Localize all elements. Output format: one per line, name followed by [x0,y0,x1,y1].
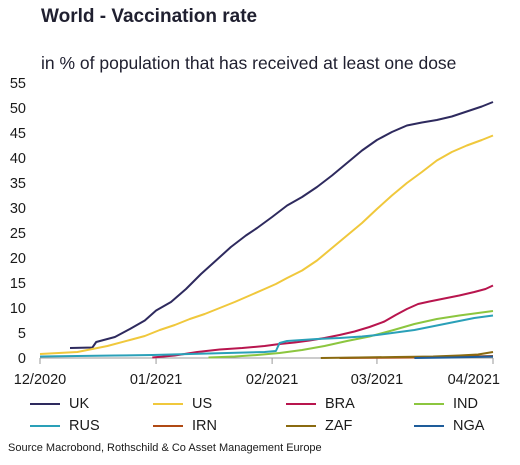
legend-label: ZAF [325,418,353,434]
legend-label: IND [453,396,478,412]
line-chart: 0 5 10 15 20 25 30 35 40 45 50 55 12/2020 01/2021 02/2… [10,76,500,388]
legend-swatch [153,424,183,428]
legend-item-zaf: ZAF [286,418,352,434]
y-tick-label: 40 [10,151,26,167]
legend-item-us: US [153,396,212,412]
y-tick-label: 55 [10,76,26,92]
legend-swatch [153,402,183,406]
legend-label: IRN [192,418,217,434]
x-tick-label: 12/2020 [14,372,66,388]
legend-item-nga: NGA [414,418,484,434]
legend-swatch [286,402,316,406]
legend-swatch [286,424,316,428]
y-tick-label: 35 [10,176,26,192]
y-tick-label: 5 [18,326,26,342]
y-tick-label: 30 [10,201,26,217]
source-note: Source Macrobond, Rothschild & Co Asset … [8,442,322,454]
legend-item-ind: IND [414,396,478,412]
legend-label: RUS [69,418,100,434]
legend-label: US [192,396,213,412]
series-line-bra [152,284,494,359]
series-line-uk [69,101,494,349]
x-tick-label: 02/2021 [246,372,298,388]
y-tick-label: 20 [10,251,26,267]
chart-title: World - Vaccination rate [41,6,258,27]
legend-item-bra: BRA [286,396,355,412]
series-line-zaf [320,351,494,359]
legend-item-rus: RUS [30,418,100,434]
series-line-ind [208,310,494,359]
y-tick-label: 0 [18,351,26,367]
legend-swatch [30,424,60,428]
x-tick-label: 03/2021 [351,372,403,388]
series-line-us [39,134,494,355]
y-tick-label: 50 [10,101,26,117]
legend-label: BRA [325,396,355,412]
y-tick-label: 25 [10,226,26,242]
legend-label: UK [69,396,90,412]
legend-swatch [30,402,60,406]
legend-item-uk: UK [30,396,89,412]
y-tick-label: 10 [10,301,26,317]
x-tick-label: 01/2021 [130,372,182,388]
chart-subtitle: in % of population that has received at … [41,53,457,73]
series-line-rus [39,314,494,358]
y-tick-label: 45 [10,126,26,142]
series-line-nga [414,355,494,359]
legend-item-irn: IRN [153,418,217,434]
legend-label: NGA [453,418,485,434]
y-tick-label: 15 [10,276,26,292]
legend-swatch [414,402,444,406]
legend-swatch [414,424,444,428]
x-tick-label: 04/2021 [448,372,500,388]
